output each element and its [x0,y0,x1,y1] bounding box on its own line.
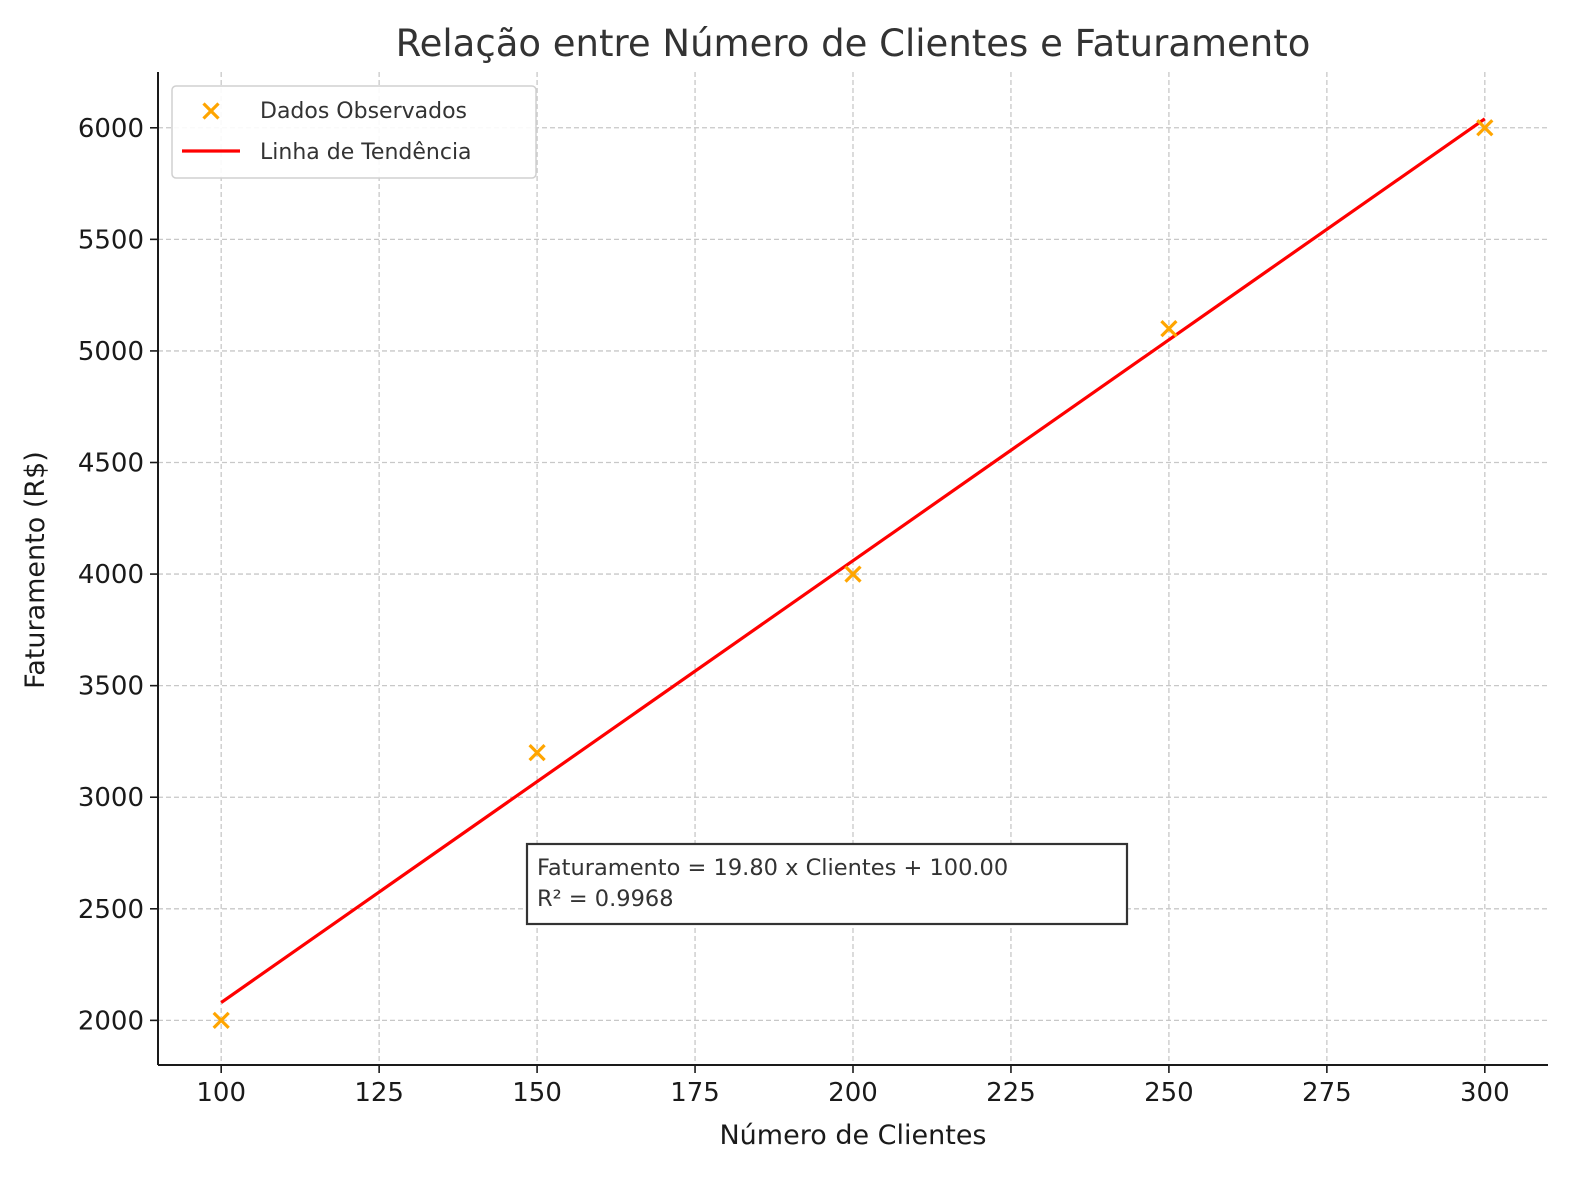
x-tick-label: 225 [986,1078,1036,1108]
data-point [1160,319,1178,338]
y-tick-label: 4000 [78,560,144,590]
legend-label-scatter: Dados Observados [260,99,467,124]
legend-box [171,85,537,179]
legend-label-line: Linha de Tendência [260,140,472,165]
annotation-r-squared: R² = 0.9968 [537,886,674,912]
y-tick-label: 2000 [78,1006,144,1036]
x-tick-label: 125 [354,1078,404,1108]
y-tick-label: 2500 [78,895,144,925]
equation-annotation: Faturamento = 19.80 x Clientes + 100.00 … [525,842,1129,926]
data-point [528,743,546,762]
y-tick-label: 5500 [78,225,144,255]
x-tick-label: 200 [828,1078,878,1108]
annotation-box [525,842,1129,926]
trend-line [220,117,1486,1004]
x-tick-label: 175 [670,1078,720,1108]
legend-scatter-symbol [202,102,220,120]
data-point [212,1011,230,1030]
annotation-equation: Faturamento = 19.80 x Clientes + 100.00 [537,855,1008,881]
y-tick-label: 6000 [78,114,144,144]
x-ticks: 100 125 150 175 200 225 250 275 300 [196,1065,1510,1108]
x-tick-label: 250 [1144,1078,1194,1108]
x-axis-title: Número de Clientes [719,1120,986,1151]
legend-marker-scatter [202,102,220,120]
y-tick-label: 3000 [78,783,144,813]
y-tick-label: 5000 [78,337,144,367]
legend: Dados Observados Linha de Tendência [171,85,537,179]
x-tick-label: 100 [196,1078,246,1108]
scatter-points [212,119,1494,1030]
y-ticks: 2000 2500 3000 3500 4000 4500 5000 5500 6000 [78,114,158,1036]
chart-title: Relação entre Número de Clientes e Fatur… [396,22,1311,65]
y-axis-title: Faturamento (R$) [20,451,51,689]
data-point [844,565,862,583]
x-tick-label: 275 [1302,1078,1352,1108]
x-tick-label: 150 [512,1078,562,1108]
x-tick-label: 300 [1460,1078,1510,1108]
y-tick-label: 3500 [78,672,144,702]
y-tick-label: 4500 [78,449,144,479]
data-point [1476,119,1494,137]
